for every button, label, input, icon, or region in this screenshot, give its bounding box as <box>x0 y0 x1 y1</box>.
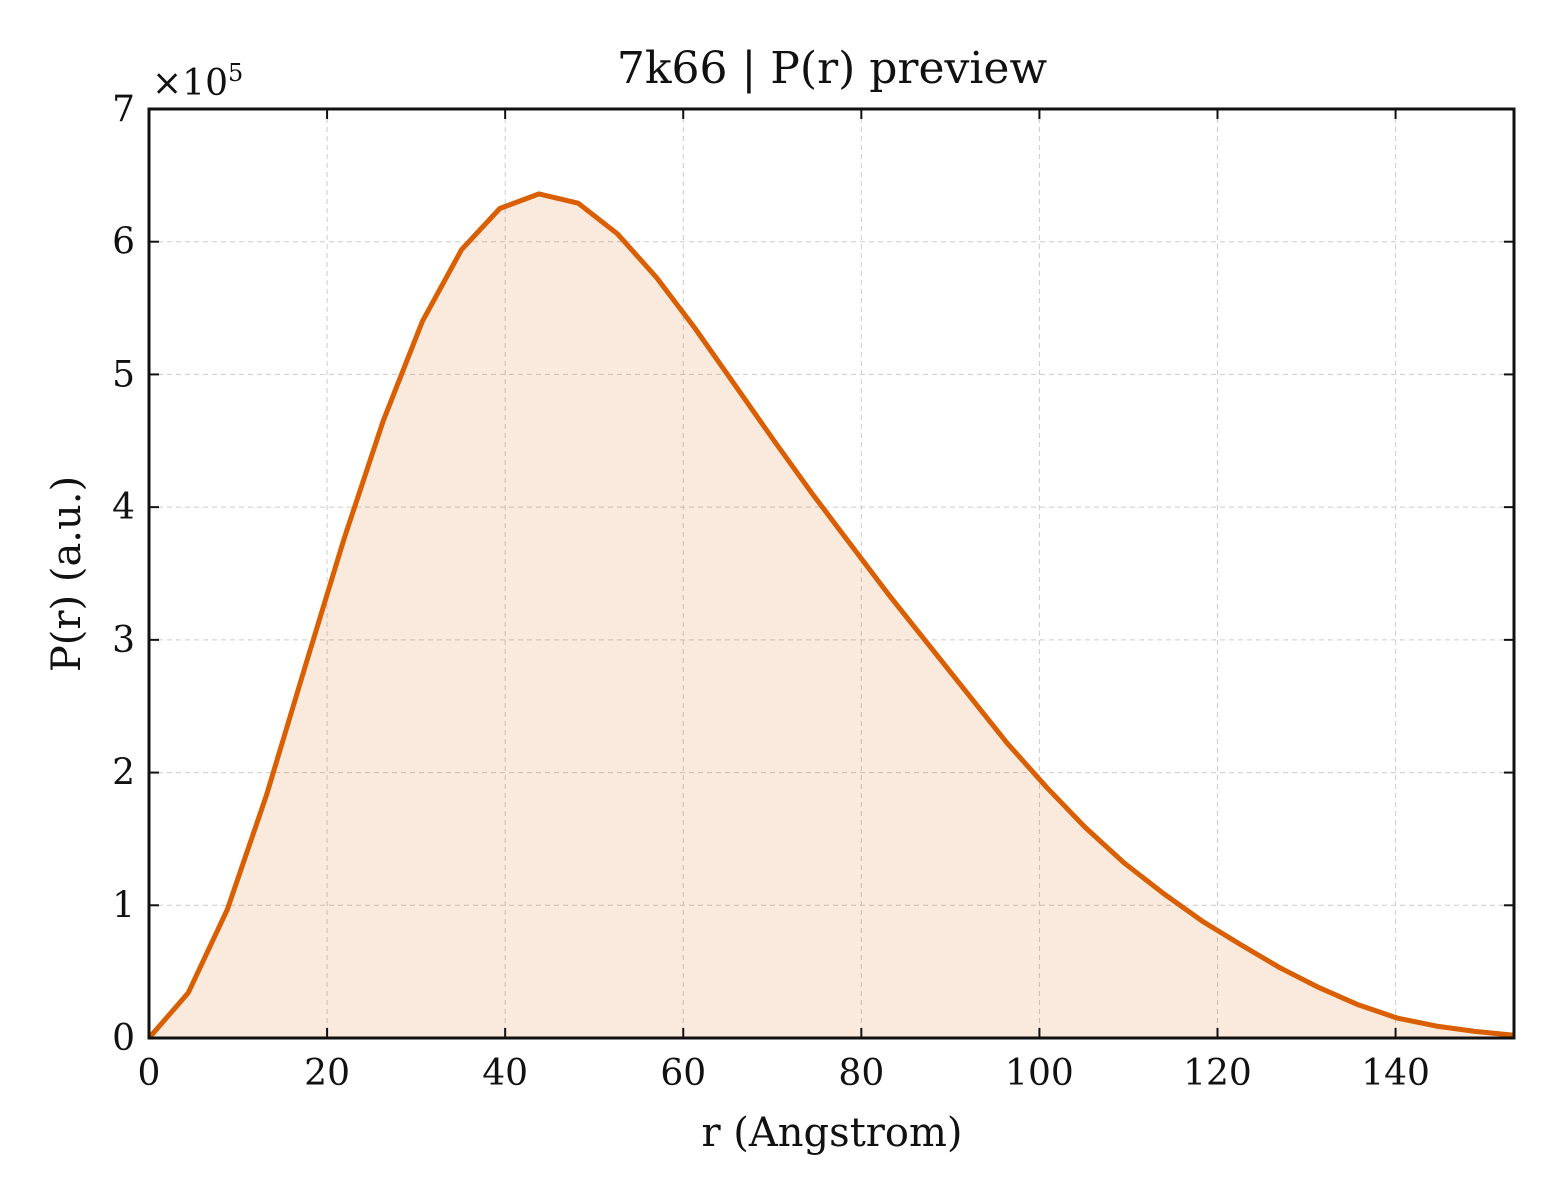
y-multiplier: ×105 <box>152 59 243 104</box>
x-tick-label: 0 <box>138 1053 161 1094</box>
x-tick-label: 100 <box>1005 1053 1074 1094</box>
y-axis: 0 1 2 3 4 5 6 7 <box>112 89 1514 1059</box>
y-tick-label: 3 <box>112 620 135 661</box>
y-tick-label: 5 <box>112 354 135 395</box>
x-axis-label: r (Angstrom) <box>701 1110 962 1156</box>
gridlines <box>149 109 1514 1038</box>
x-tick-label: 20 <box>304 1053 350 1094</box>
series-fill <box>149 193 1514 1038</box>
chart-title: 7k66 | P(r) preview <box>617 43 1048 94</box>
y-tick-label: 4 <box>112 487 135 528</box>
plot-frame <box>147 107 1516 1040</box>
series-line <box>147 191 1515 1040</box>
y-tick-label: 0 <box>112 1018 135 1059</box>
x-tick-label: 120 <box>1183 1053 1252 1094</box>
x-tick-label: 80 <box>838 1053 884 1094</box>
y-tick-label: 1 <box>112 885 135 926</box>
y-axis-label: P(r) (a.u.) <box>44 476 90 672</box>
x-tick-label: 40 <box>482 1053 528 1094</box>
y-multiplier-exponent: 5 <box>228 59 243 87</box>
y-tick-label: 7 <box>112 89 135 130</box>
x-tick-label: 60 <box>660 1053 706 1094</box>
x-tick-label: 140 <box>1361 1053 1430 1094</box>
x-axis: 0 20 40 60 80 100 120 140 <box>138 109 1430 1094</box>
y-tick-label: 6 <box>112 222 135 263</box>
y-tick-label: 2 <box>112 753 135 794</box>
